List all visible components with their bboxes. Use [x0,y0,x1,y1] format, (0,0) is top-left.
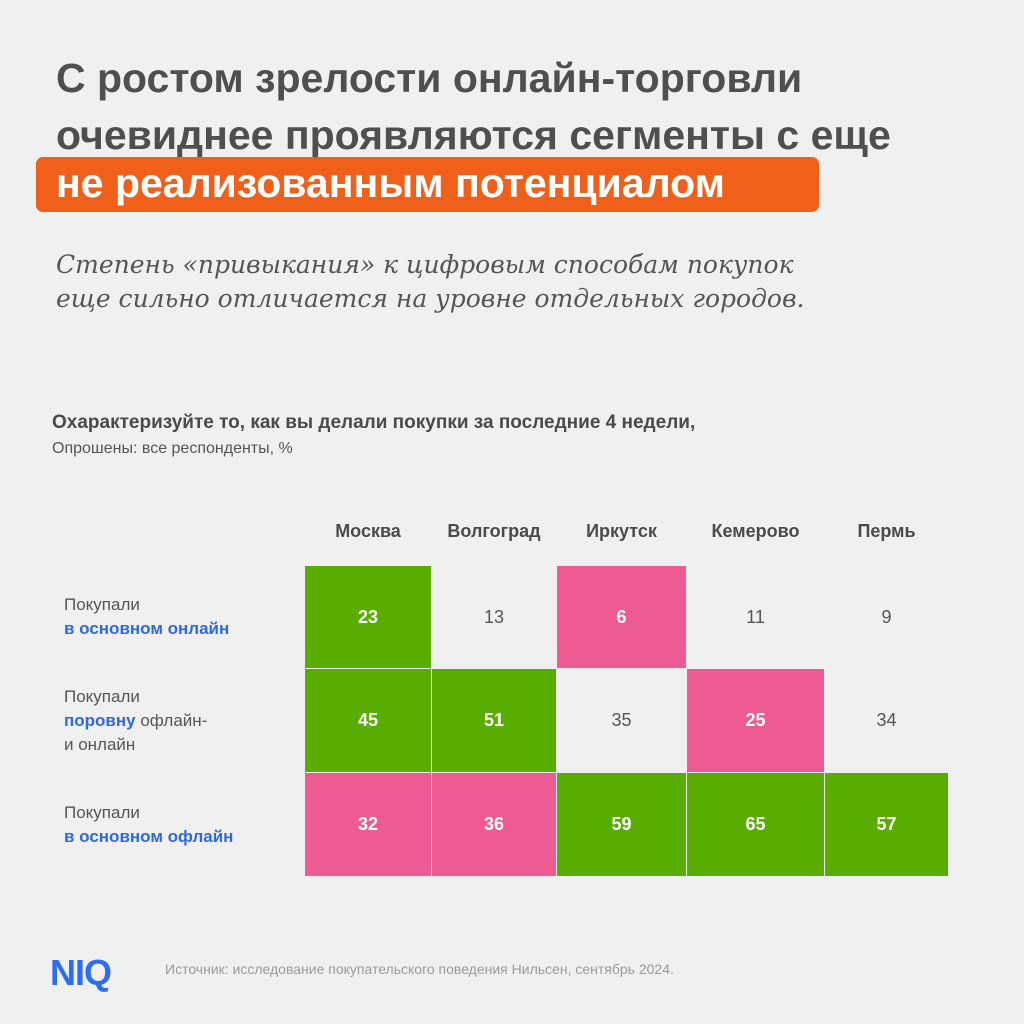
column-header: Москва [335,521,401,541]
heatmap-cell-green: 51 [432,669,556,772]
heatmap-cell-pink: 6 [557,566,686,668]
row-label-rest: офлайн- [135,710,208,730]
subtitle: Степень «привыкания» к цифровым способам… [56,248,804,316]
headline-highlight: не реализованным потенциалом [36,157,819,212]
headline-line-1: С ростом зрелости онлайн-торговли [56,55,803,101]
heatmap-cell-pink: 36 [432,773,556,876]
subtitle-line-1: Степень «привыкания» к цифровым способам… [56,250,794,279]
row-label-prefix: Покупали [64,802,140,822]
heatmap-cell-none: 9 [881,606,892,627]
row-label-emphasis: в основном офлайн [64,826,234,846]
row-label-emphasis: поровну [64,710,136,730]
column-header: Пермь [857,521,916,541]
row-label: Покупали поровну офлайн-и онлайн [64,685,207,757]
subtitle-line-2: еще сильно отличается на уровне отдельны… [56,284,805,313]
chart-subtitle: Опрошены: все респонденты, % [52,440,293,457]
heatmap-cell-green: 23 [305,566,431,668]
headline-line-2: очевиднее проявляются сегменты с еще [56,112,891,158]
heatmap-cell-none: 35 [611,710,632,730]
source-note: Источник: исследование покупательского п… [165,961,674,977]
heatmap-cell-green: 59 [557,773,686,876]
niq-logo: NIQ [50,952,112,993]
heatmap-cell-none: 34 [876,710,897,730]
heatmap-cell-none: 11 [746,606,765,627]
heatmap-cell-pink: 32 [305,773,431,876]
row-label-prefix: Покупали [64,686,140,706]
heatmap-cell-green: 57 [825,773,948,876]
heatmap-cell-pink: 25 [687,669,824,772]
headline: С ростом зрелости онлайн-торговли очевид… [56,50,891,164]
column-header: Волгоград [447,521,541,541]
heatmap-cell-none: 13 [483,606,505,627]
heatmap-cell-green: 45 [305,669,431,772]
row-label-emphasis: в основном онлайн [64,619,230,638]
headline-highlight-text: не реализованным потенциалом [56,160,725,206]
column-header: Кемерово [711,521,800,541]
row-label: Покупали в основном онлайн [64,593,229,641]
row-label: Покупали в основном офлайн [64,801,233,849]
row-label-prefix: Покупали [64,595,140,614]
row-label-line3: и онлайн [64,734,136,754]
heatmap-cell-green: 65 [687,773,824,876]
chart-title: Охарактеризуйте то, как вы делали покупк… [52,412,696,433]
column-header: Иркутск [586,521,657,541]
